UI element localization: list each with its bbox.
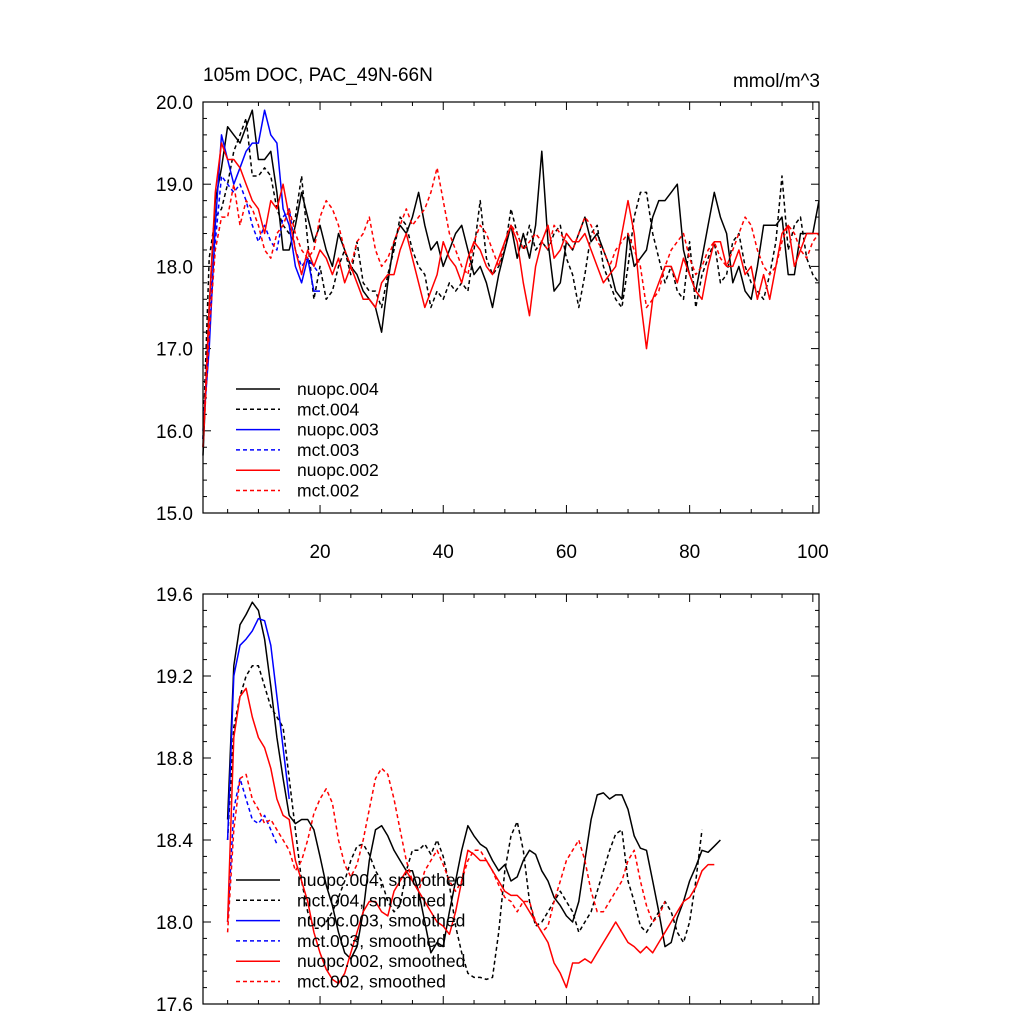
top-panel-legend: nuopc.004mct.004nuopc.003mct.003nuopc.00…	[236, 379, 379, 501]
top-panel-series	[202, 109, 820, 456]
y-tick-label: 19.6	[156, 585, 193, 606]
y-tick-label: 18.0	[156, 257, 193, 278]
legend-label: nuopc.004, smoothed	[297, 870, 465, 890]
legend-label: nuopc.002	[297, 460, 379, 480]
top-panel-title: 105m DOC, PAC_49N-66N	[203, 65, 433, 86]
top-panel-units: mmol/m^3	[733, 71, 820, 92]
legend-label: mct.003, smoothed	[297, 931, 446, 951]
top-panel-ticks	[203, 101, 819, 514]
y-tick-label: 18.4	[156, 831, 193, 852]
x-tick-label: 100	[797, 542, 829, 563]
legend-label: mct.003	[297, 440, 359, 460]
y-tick-label: 20.0	[156, 93, 193, 114]
y-tick-label: 17.0	[156, 340, 193, 361]
legend-label: nuopc.002, smoothed	[297, 951, 465, 971]
top-panel-frame	[202, 101, 820, 514]
bottom-panel-series	[226, 601, 721, 989]
y-tick-label: 19.0	[156, 175, 193, 196]
y-tick-label: 18.8	[156, 749, 193, 770]
bottom-panel-y-tick-labels: 17.6 18.0 18.4 18.8 19.2 19.6	[156, 585, 193, 1016]
series-line-mct-002	[202, 167, 820, 448]
series-line-mct-003	[202, 175, 321, 440]
bottom-panel-frame	[202, 593, 820, 1005]
series-line-nuopc-004-smoothed	[226, 601, 721, 960]
series-line-mct-004-smoothed	[226, 665, 703, 981]
legend-label: nuopc.003	[297, 420, 379, 440]
y-tick-label: 15.0	[156, 504, 193, 525]
y-tick-label: 16.0	[156, 422, 193, 443]
top-panel-y-tick-labels: 15.0 16.0 17.0 18.0 19.0 20.0	[156, 93, 193, 525]
series-line-nuopc-002	[202, 142, 819, 448]
x-tick-label: 60	[556, 542, 577, 563]
legend-label: nuopc.004	[297, 379, 379, 399]
series-line-nuopc-002-smoothed	[226, 687, 715, 989]
legend-label: mct.004, smoothed	[297, 890, 446, 910]
legend-label: mct.002, smoothed	[297, 972, 446, 992]
top-panel: 105m DOC, PAC_49N-66N mmol/m^3 15.016.01…	[156, 65, 829, 563]
bottom-panel: 17.6 18.0 18.4 18.8 19.2 19.6 nuopc.004, smoo…	[156, 585, 820, 1016]
y-tick-label: 19.2	[156, 667, 193, 688]
series-line-nuopc-004	[202, 109, 820, 456]
bottom-panel-ticks	[203, 593, 819, 1005]
series-line-nuopc-003	[202, 109, 320, 431]
legend-label: nuopc.003, smoothed	[297, 911, 465, 931]
y-tick-label: 17.6	[156, 995, 193, 1016]
legend-label: mct.002	[297, 481, 359, 501]
series-line-mct-002-smoothed	[226, 767, 666, 934]
x-tick-label: 40	[433, 542, 454, 563]
x-tick-label: 80	[679, 542, 700, 563]
top-panel-x-tick-labels: 20 40 60 80 100	[309, 542, 828, 563]
legend-label: mct.004	[297, 399, 360, 419]
series-line-mct-004	[202, 117, 820, 440]
x-tick-label: 20	[309, 542, 330, 563]
y-tick-label: 18.0	[156, 913, 193, 934]
series-line-nuopc-003-smoothed	[226, 617, 290, 841]
